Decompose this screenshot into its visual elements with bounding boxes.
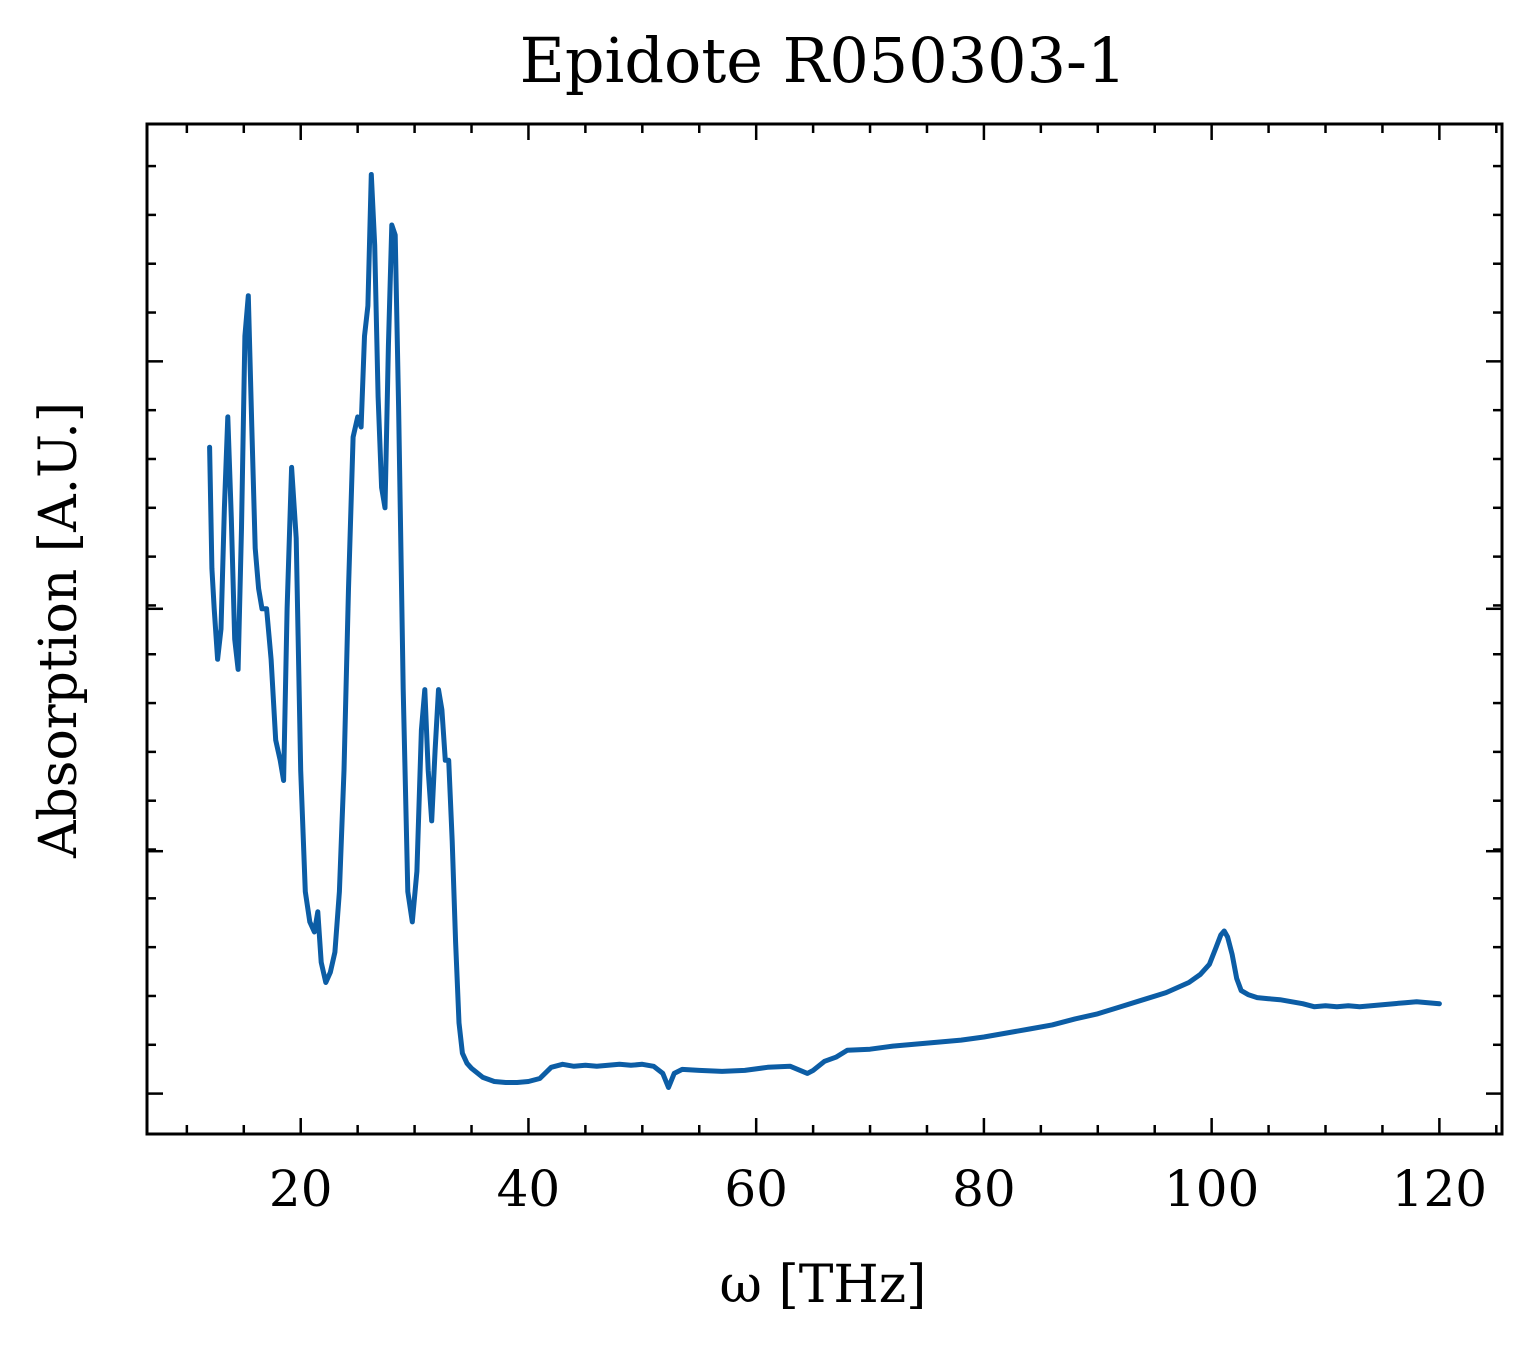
x-axis-label: ω [THz] bbox=[720, 1255, 927, 1315]
plot-frame bbox=[145, 122, 1504, 1136]
x-tick-labels: 20 40 60 80 100 120 bbox=[269, 1160, 1487, 1218]
y-axis-label: Absorption [A.U.] bbox=[29, 402, 89, 859]
series-line bbox=[207, 172, 1442, 1090]
chart-title: Epidote R050303-1 bbox=[520, 24, 1127, 97]
axis-ticks bbox=[147, 124, 1502, 1134]
x-tick-label: 60 bbox=[724, 1160, 788, 1218]
x-tick-label: 40 bbox=[497, 1160, 561, 1218]
plot-area: 20 40 60 80 100 120 bbox=[145, 122, 1504, 1218]
x-tick-label: 120 bbox=[1392, 1160, 1487, 1218]
x-tick-label: 80 bbox=[952, 1160, 1016, 1218]
x-tick-label: 20 bbox=[269, 1160, 333, 1218]
x-tick-label: 100 bbox=[1164, 1160, 1259, 1218]
